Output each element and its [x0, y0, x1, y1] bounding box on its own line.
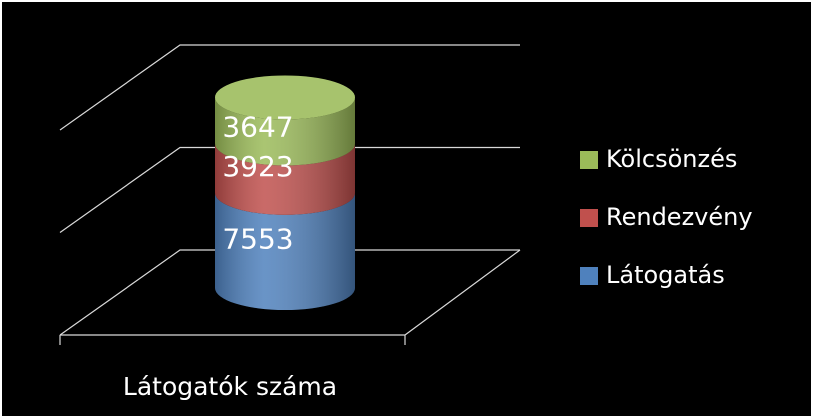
cylinder-top	[215, 75, 355, 120]
legend-label: Rendezvény	[606, 203, 753, 231]
legend-swatch	[580, 267, 598, 285]
grid-line	[59, 249, 520, 336]
legend-swatch	[580, 151, 598, 169]
grid-line	[59, 146, 520, 233]
legend-swatch	[580, 209, 598, 227]
cylinder-shade	[215, 143, 355, 215]
cylinder-shade	[215, 192, 355, 310]
data-label: 3647	[222, 110, 293, 143]
legend-label: Kölcsönzés	[606, 145, 737, 173]
x-tick-label: Látogatók száma	[123, 372, 337, 401]
floor-front	[59, 249, 521, 345]
data-label: 3923	[222, 150, 293, 183]
cylinder-top-highlight	[215, 75, 355, 120]
cylinder-shade	[215, 97, 355, 166]
data-label: 7553	[222, 222, 293, 255]
grid-line	[59, 44, 520, 131]
legend-label: Látogatás	[606, 261, 725, 289]
